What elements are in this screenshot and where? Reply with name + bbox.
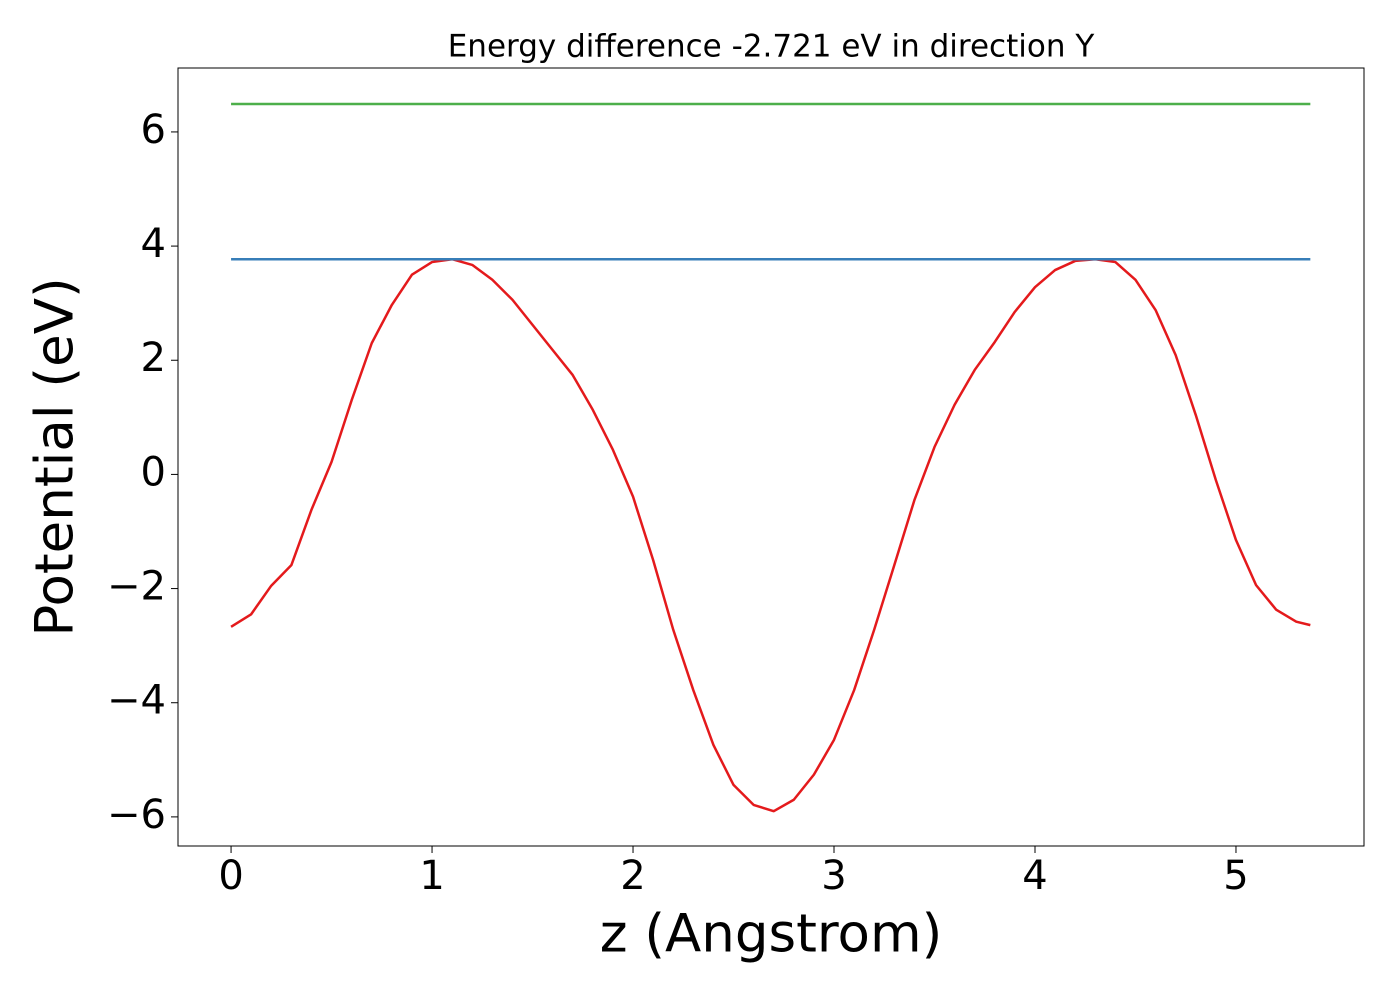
y-tick-label: −6 [107, 792, 166, 838]
y-tick-label: −4 [107, 678, 166, 724]
y-tick-label: 4 [141, 221, 166, 267]
x-tick-label: 4 [1022, 853, 1047, 899]
x-tick-label: 3 [821, 853, 846, 899]
y-tick-label: 0 [141, 449, 166, 495]
y-tick-label: −2 [107, 564, 166, 610]
x-tick-label: 0 [218, 853, 243, 899]
x-tick-label: 2 [620, 853, 645, 899]
x-tick-label: 5 [1223, 853, 1248, 899]
chart-title: Energy difference -2.721 eV in direction… [448, 29, 1095, 65]
line-series [230, 257, 1311, 813]
x-tick-label: 1 [419, 853, 444, 899]
x-axis-label: z (Angstrom) [600, 904, 943, 965]
y-tick-label: 2 [141, 335, 166, 381]
y-axis-label: Potential (eV) [25, 277, 86, 636]
y-tick-label: 6 [141, 107, 166, 153]
plot-frame [177, 67, 1365, 847]
